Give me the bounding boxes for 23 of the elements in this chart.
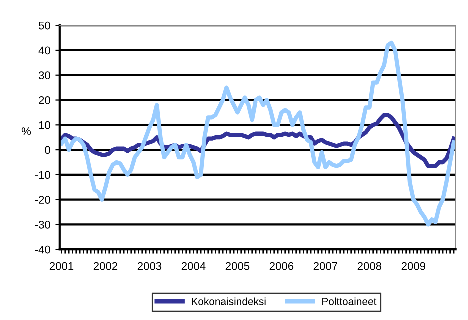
legend-label: Polttoaineet <box>322 298 377 306</box>
x-tick-label: 2009 <box>402 262 426 270</box>
y-axis-title: % <box>22 128 32 136</box>
line-series <box>60 40 456 227</box>
y-tick-label: 30 <box>38 72 50 80</box>
x-tick-label: 2008 <box>358 262 382 270</box>
y-tick-label: 10 <box>39 121 50 130</box>
x-tick-label: 2006 <box>270 262 294 270</box>
x-tick-label: 2003 <box>138 262 162 270</box>
y-tick-label: 50 <box>38 22 50 30</box>
x-tick-label: 2004 <box>182 262 206 270</box>
y-tick-label: 40 <box>38 46 50 55</box>
x-tick-label: 2007 <box>314 262 338 270</box>
y-tick-label: -30 <box>35 220 50 229</box>
y-tick-label: 0 <box>45 146 50 154</box>
y-tick-label: 20 <box>39 96 50 104</box>
x-tick-label: 2001 <box>50 262 74 270</box>
legend-label: Kokonaisindeksi <box>192 298 266 306</box>
x-tick-label: 2005 <box>226 262 250 270</box>
y-tick-label: -40 <box>35 246 50 254</box>
x-tick-label: 2002 <box>94 262 118 270</box>
y-tick-label: -20 <box>35 196 50 204</box>
y-tick-label: -10 <box>35 171 50 180</box>
